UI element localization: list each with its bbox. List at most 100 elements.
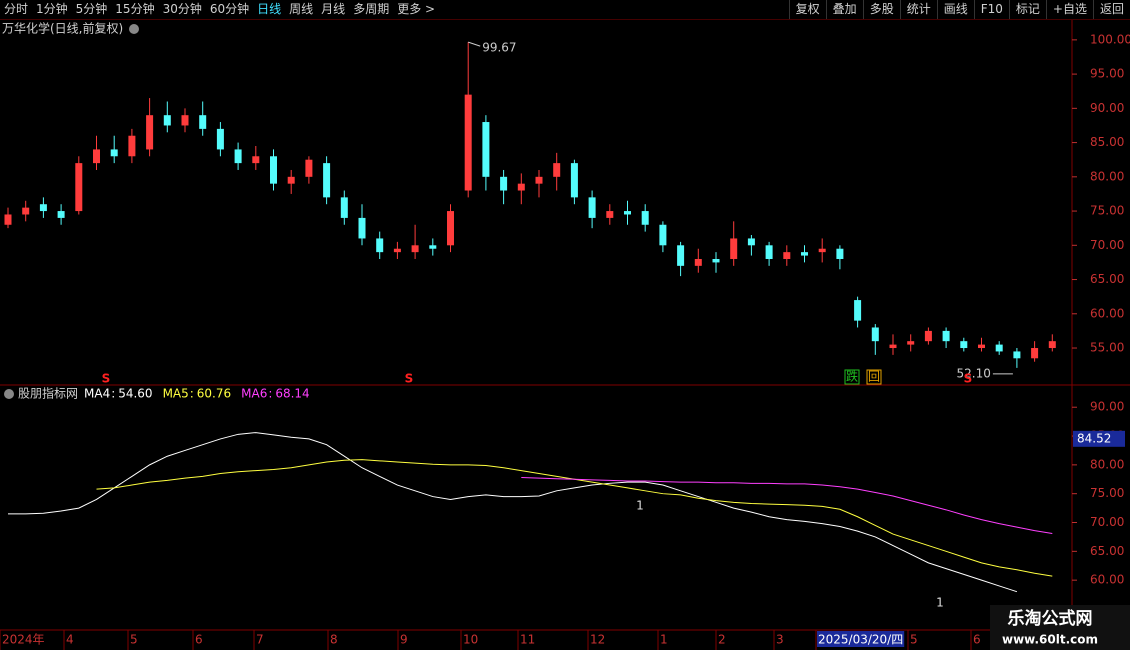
toolbar-button[interactable]: 月线 <box>321 2 346 16</box>
candle-body <box>270 156 277 184</box>
candle-body <box>854 300 862 321</box>
candle-body <box>553 163 561 177</box>
candle-body <box>871 327 879 342</box>
candle-body <box>641 211 649 225</box>
candle-body <box>783 252 791 259</box>
candle-body <box>447 211 454 246</box>
toolbar-button[interactable]: 1分钟 <box>36 2 68 16</box>
chart-title: 万华化学(日线,前复权) <box>2 21 123 36</box>
candle-body <box>4 214 12 225</box>
x-tick-label: 6 <box>973 633 981 647</box>
watermark-url: www.60lt.com <box>1002 633 1098 647</box>
y-tick-label: 80.00 <box>1090 457 1124 471</box>
event: 跌 <box>846 369 858 384</box>
candle-body <box>482 122 490 177</box>
x-tick-label: 10 <box>463 633 478 647</box>
signal: S <box>405 372 414 386</box>
y-tick-label: 70.00 <box>1090 515 1124 529</box>
candle-body <box>340 197 348 218</box>
toolbar-button[interactable]: 更多 > <box>397 2 436 16</box>
candle-body <box>960 341 968 349</box>
candle-body <box>694 258 702 266</box>
toolbar-button[interactable]: 统计 <box>899 0 937 19</box>
toolbar-button[interactable]: +自选 <box>1045 0 1093 19</box>
candle-body <box>889 344 897 349</box>
x-tick-label: 2024年 <box>2 633 45 647</box>
candle-body <box>712 258 720 263</box>
candle-body <box>1013 351 1021 359</box>
toolbar-button[interactable]: 复权 <box>788 0 826 19</box>
date-highlight <box>817 631 905 647</box>
toolbar-button[interactable]: 周线 <box>289 2 314 16</box>
signal: S <box>102 372 111 386</box>
candle-body <box>942 330 950 342</box>
x-tick-label: 7 <box>256 633 264 647</box>
candle-body <box>323 163 331 198</box>
indicator-line <box>96 459 1053 577</box>
candle-body <box>39 204 47 212</box>
toolbar-button[interactable]: 日线 <box>257 2 282 16</box>
candle-body <box>606 211 614 218</box>
indicator-title: 股朋指标网 <box>18 386 78 401</box>
candle-body <box>22 207 30 215</box>
candle-body <box>978 344 985 349</box>
candle-body <box>305 159 313 177</box>
signal: S <box>964 372 973 386</box>
x-tick-label: 8 <box>330 633 338 647</box>
candle-body <box>358 217 366 239</box>
menu-icon[interactable] <box>4 389 14 399</box>
toolbar: 分时 1分钟 5分钟 15分钟 30分钟 60分钟 日线 周线 月线 多周期 更多 > 复权 叠加 多股统… <box>0 0 1130 20</box>
candle-body <box>517 183 525 191</box>
toolbar-button[interactable]: 60分钟 <box>209 2 250 16</box>
menu-icon[interactable] <box>129 24 139 34</box>
y-tick-label: 60.00 <box>1090 573 1124 587</box>
toolbar-button[interactable]: 多股 <box>862 0 900 19</box>
toolbar-button[interactable]: 30分钟 <box>162 2 202 16</box>
toolbar-button[interactable]: 多周期 <box>353 2 390 16</box>
candle-body <box>429 245 437 249</box>
candle-body <box>500 176 508 191</box>
x-tick-label: 5 <box>910 633 918 647</box>
legend-sep: : <box>268 387 272 401</box>
toolbar-button[interactable]: 画线 <box>936 0 974 19</box>
legend-sep: : <box>190 387 194 401</box>
y-tick-label: 90.00 <box>1090 101 1124 115</box>
legend-name: MA5 <box>163 387 189 401</box>
toolbar-button[interactable]: 15分钟 <box>115 2 155 16</box>
legend-name: MA4 <box>84 387 110 401</box>
candle-body <box>146 115 154 150</box>
toolbar-left: 分时 1分钟 5分钟 15分钟 30分钟 60分钟 日线 周线 月线 多周期 更多 > <box>0 0 439 19</box>
candle-body <box>535 176 543 184</box>
candle-body <box>836 248 844 259</box>
y-tick-label: 65.00 <box>1090 272 1124 286</box>
y-tick-label: 80.00 <box>1090 169 1124 183</box>
cursor-value: 84.52 <box>1077 431 1111 445</box>
candle-body <box>677 245 685 266</box>
y-tick-label: 100.00 <box>1090 32 1130 46</box>
toolbar-button[interactable]: 返回 <box>1092 0 1130 19</box>
event: 回 <box>868 370 880 384</box>
watermark-box <box>990 605 1130 650</box>
candle-body <box>995 344 1003 352</box>
y-tick-label: 90.00 <box>1090 400 1124 414</box>
candle-body <box>1031 348 1039 359</box>
candle-body <box>1048 341 1056 349</box>
candle-body <box>464 94 472 191</box>
x-tick-label: 2025/03/20/四 <box>818 633 903 647</box>
candle-body <box>624 211 631 215</box>
candle-body <box>747 238 755 246</box>
x-tick-label: 6 <box>195 633 203 647</box>
x-tick-label: 9 <box>400 633 408 647</box>
marker: 1 <box>936 596 944 610</box>
candle-body <box>411 245 419 253</box>
toolbar-button[interactable]: 5分钟 <box>75 2 108 16</box>
candle-body <box>924 330 932 342</box>
toolbar-button[interactable]: 叠加 <box>825 0 863 19</box>
toolbar-button[interactable]: 分时 <box>4 2 29 16</box>
legend-sep: : <box>111 387 115 401</box>
toolbar-button[interactable]: F10 <box>973 0 1009 19</box>
candle-body <box>57 211 65 218</box>
toolbar-button[interactable]: 标记 <box>1008 0 1046 19</box>
candle-body <box>93 149 100 164</box>
